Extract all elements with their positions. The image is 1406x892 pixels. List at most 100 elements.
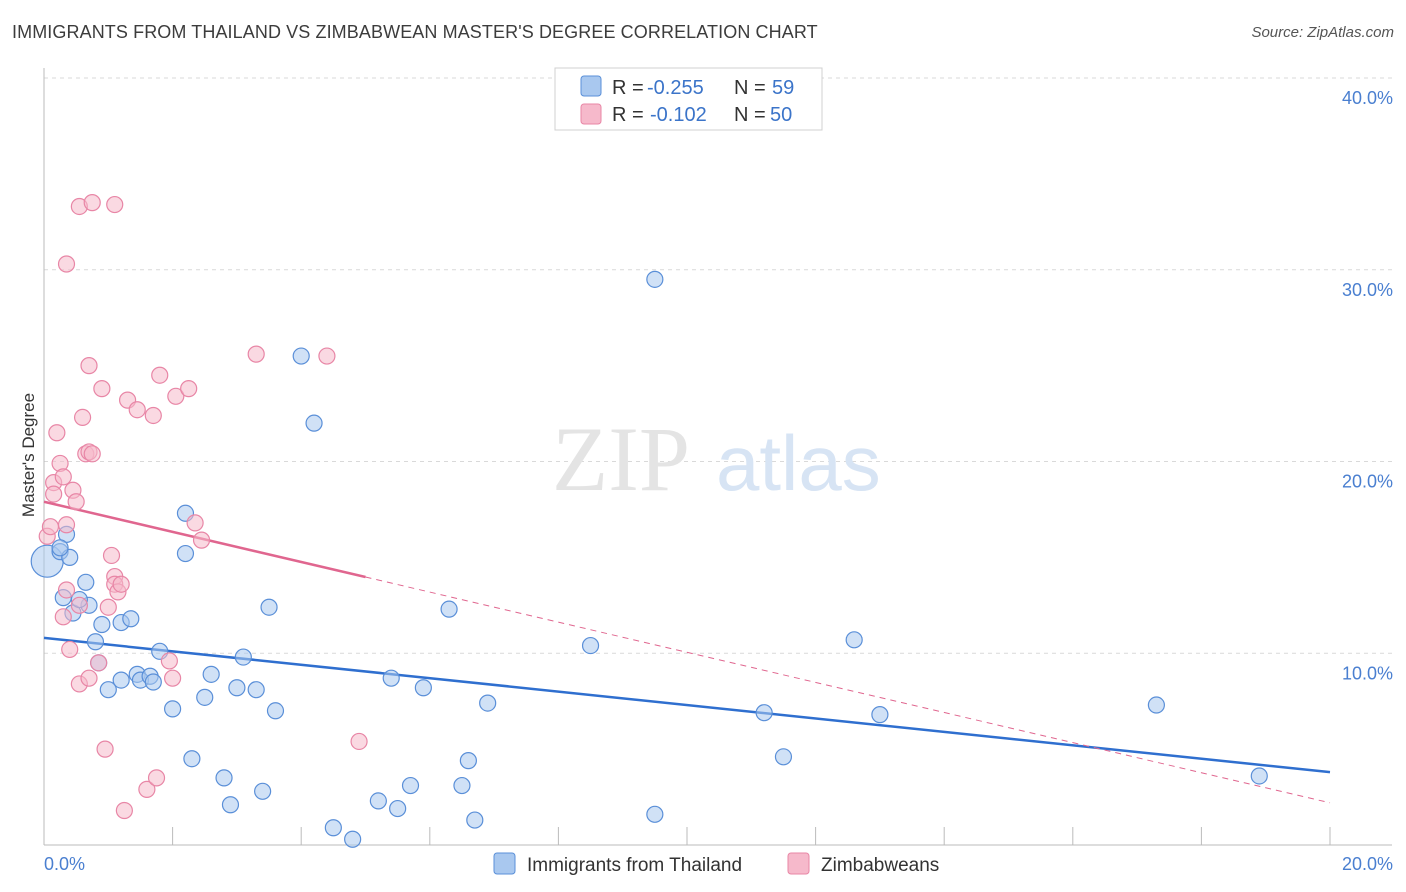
thailand-point-48 <box>466 811 484 829</box>
thailand-point-47 <box>459 752 477 770</box>
x-tick-label-1: 20.0% <box>1342 854 1393 874</box>
zimbabwe-point-3 <box>48 424 66 442</box>
thailand-point-25 <box>183 750 201 768</box>
zimbabwe-point-46 <box>247 345 265 363</box>
zimbabwe-point-49 <box>70 596 88 614</box>
thailand-point-53 <box>755 704 773 722</box>
thailand-point-14 <box>86 633 105 651</box>
thailand-point-37 <box>305 414 323 432</box>
thailand-point-20 <box>144 673 162 691</box>
y-axis-tick-labels: 10.0% 20.0% 30.0% 40.0% <box>1342 88 1393 683</box>
x-axis-tick-labels: 0.0% 20.0% <box>44 854 1393 874</box>
y-tick-label-3: 40.0% <box>1342 88 1393 108</box>
y-tick-label-1: 20.0% <box>1342 472 1393 492</box>
zimbabwe-point-41 <box>164 669 182 687</box>
legend-r-value-zimbabwe: -0.102 <box>650 104 707 126</box>
thailand-point-10 <box>93 615 111 634</box>
thailand-point-36 <box>292 347 310 365</box>
zimbabwe-point-1 <box>41 518 60 536</box>
zimbabwe-point-12 <box>67 493 85 511</box>
zimbabwe-point-30 <box>57 255 76 273</box>
zimbabwe-point-10 <box>61 640 79 659</box>
zimbabwe-point-33 <box>106 195 124 214</box>
thailand-point-13 <box>112 671 130 689</box>
thailand-point-27 <box>202 665 220 683</box>
grid-lines <box>44 77 1392 654</box>
zimbabwe-point-17 <box>80 669 98 687</box>
zimbabwe-point-47 <box>318 347 336 365</box>
legend-n-value-zimbabwe: 50 <box>770 104 792 126</box>
legend: R = -0.255 N = 59 R = -0.102 N = 50 <box>554 67 823 131</box>
thailand-point-16 <box>99 681 117 699</box>
thailand-point-9 <box>51 539 69 557</box>
thailand-point-43 <box>401 776 420 795</box>
y-axis-title: Master's Degree <box>19 393 38 517</box>
y-tick-label-2: 30.0% <box>1342 280 1393 300</box>
zimbabwe-point-19 <box>80 357 98 375</box>
thailand-point-34 <box>260 598 278 616</box>
thailand-point-31 <box>234 648 252 666</box>
zimbabwe-point-4 <box>45 485 63 503</box>
legend-r-label-zimbabwe: R = <box>612 104 644 126</box>
watermark: ZIP atlas <box>552 408 881 510</box>
zimbabwe-point-40 <box>160 652 178 670</box>
thailand-point-56 <box>871 706 889 724</box>
zimbabwe-point-37 <box>144 406 162 425</box>
zimbabwe-point-21 <box>93 380 111 398</box>
thailand-point-58 <box>1250 767 1268 785</box>
thailand-point-40 <box>369 792 387 810</box>
zimbabwe-point-45 <box>192 531 211 549</box>
zimbabwe-point-38 <box>147 769 166 787</box>
thailand-point-54 <box>774 748 793 766</box>
zimbabwe-point-20 <box>90 654 108 672</box>
thailand-point-35 <box>266 702 285 720</box>
thailand-point-26 <box>196 688 214 706</box>
zimbabwe-point-9 <box>54 608 72 626</box>
x-tick-label-0: 0.0% <box>44 854 85 874</box>
thailand-point-32 <box>247 681 265 699</box>
zimbabwe-point-6 <box>54 468 72 486</box>
legend-n-label-thailand: N = <box>734 77 766 99</box>
zimbabwe-point-7 <box>57 516 76 534</box>
legend-r-value-thailand: -0.255 <box>647 77 704 99</box>
zimbabwe-point-18 <box>83 445 101 463</box>
watermark-zip: ZIP <box>552 408 690 510</box>
thailand-point-50 <box>581 636 600 655</box>
thailand-point-29 <box>221 796 240 814</box>
bottom-legend-swatch-thailand <box>493 852 516 875</box>
thailand-point-44 <box>414 679 432 697</box>
zimbabwe-point-42 <box>167 387 185 405</box>
thailand-point-22 <box>164 700 182 718</box>
legend-swatch-zimbabwe <box>580 103 602 125</box>
thailand-point-45 <box>440 600 458 618</box>
bottom-legend-swatch-zimbabwe <box>787 852 810 875</box>
zimbabwe-point-28 <box>112 575 130 593</box>
zimbabwe-point-23 <box>99 598 117 616</box>
zimbabwe-point-44 <box>186 514 204 532</box>
zimbabwe-point-36 <box>138 780 156 798</box>
zimbabwe-point-24 <box>102 546 121 565</box>
zimbabwe-point-14 <box>73 408 92 426</box>
zimbabwe-point-35 <box>128 401 146 419</box>
thailand-point-57 <box>1147 696 1165 714</box>
data-points <box>30 194 1268 848</box>
legend-n-label-zimbabwe: N = <box>734 104 766 126</box>
zimbabwe-point-29 <box>115 801 133 820</box>
thailand-point-41 <box>382 669 400 687</box>
legend-swatch-thailand <box>580 75 602 97</box>
source-credit: Source: ZipAtlas.com <box>1251 24 1394 41</box>
zimbabwe-point-39 <box>151 366 169 384</box>
zimbabwe-point-22 <box>96 740 114 758</box>
zimbabwe-point-8 <box>57 581 76 599</box>
bottom-legend-label-zimbabwe: Zimbabweans <box>821 855 939 876</box>
thailand-point-52 <box>646 805 664 823</box>
axes <box>43 68 1392 846</box>
bottom-legend: Immigrants from Thailand Zimbabweans <box>493 852 939 876</box>
thailand-point-30 <box>228 679 246 697</box>
thailand-point-6 <box>77 573 95 591</box>
thailand-point-51 <box>646 270 664 288</box>
legend-n-value-thailand: 59 <box>772 77 794 99</box>
chart-title: IMMIGRANTS FROM THAILAND VS ZIMBABWEAN M… <box>12 22 818 42</box>
watermark-atlas: atlas <box>716 419 881 507</box>
